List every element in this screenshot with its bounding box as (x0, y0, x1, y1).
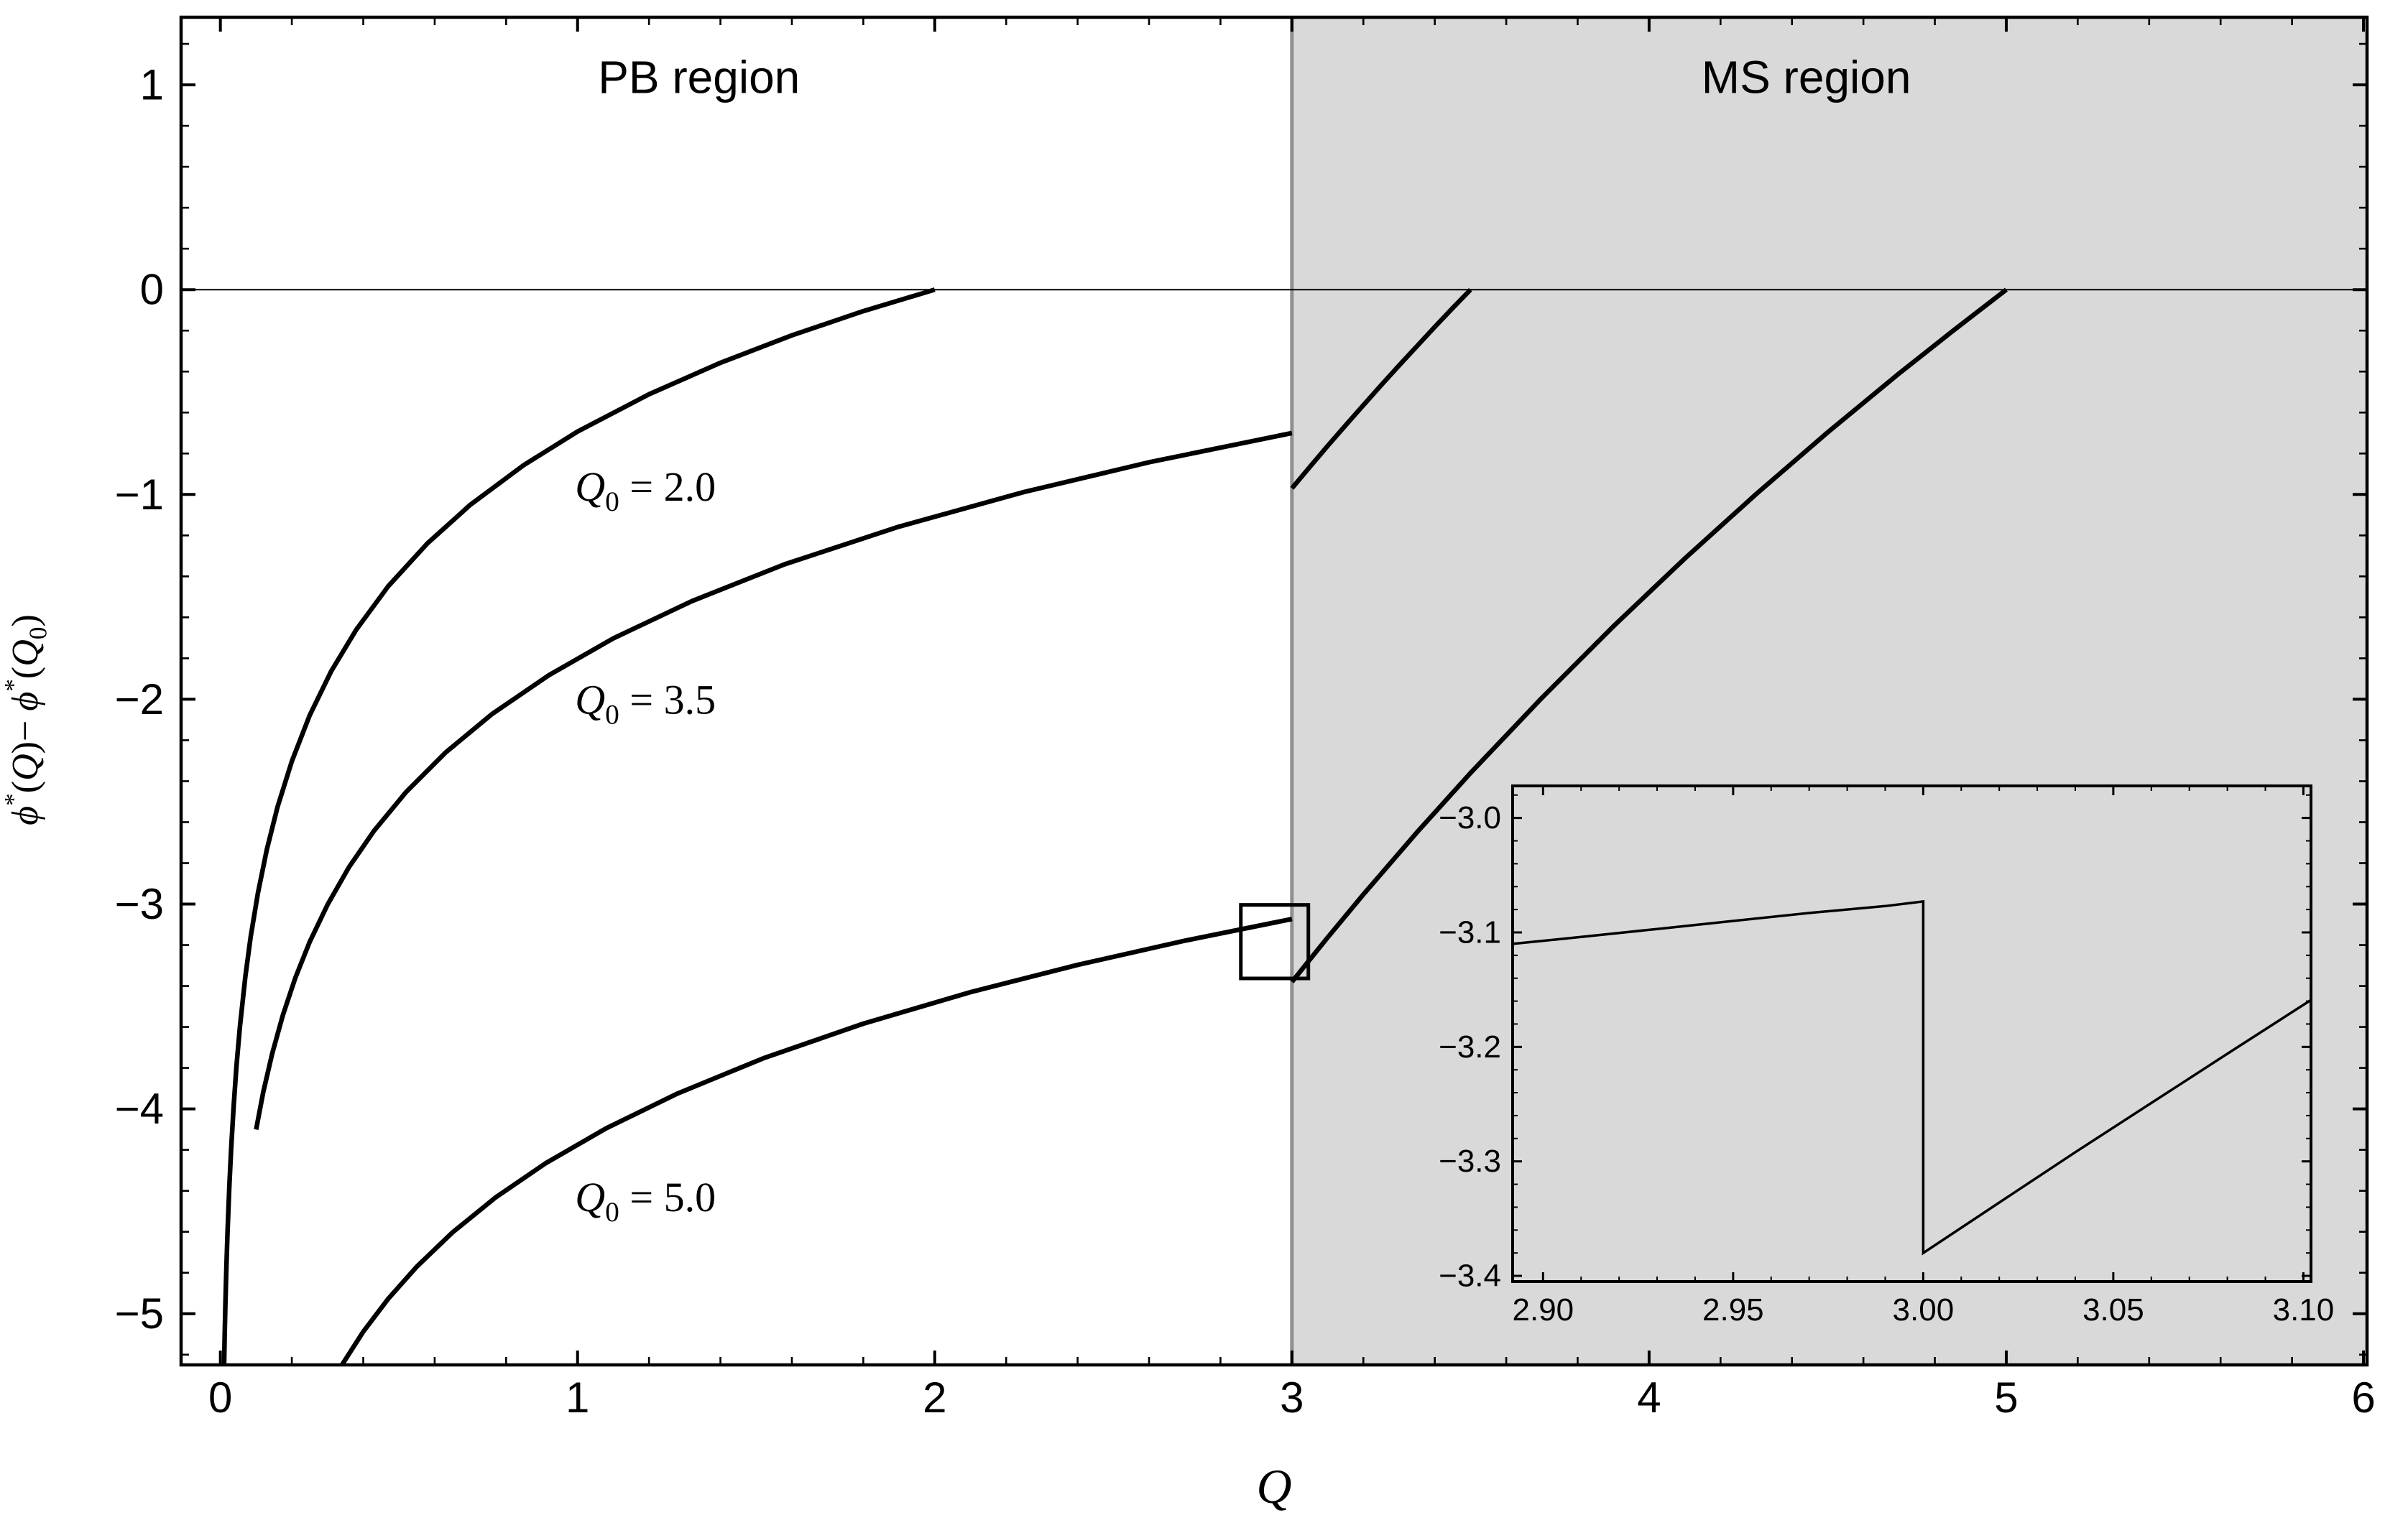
inset-curve-group (1513, 899, 2311, 1256)
label-part: = 3.5 (619, 676, 716, 723)
inset-frame (1511, 784, 2312, 1283)
main-y-tick-label: −1 (115, 471, 164, 519)
inset-x-tick-label: 2.95 (1702, 1292, 1764, 1328)
main-frame (179, 15, 2369, 1367)
curve-label-q0-2.0: Q0 = 2.0 (575, 463, 716, 517)
main-y-tick-label: −2 (115, 675, 164, 723)
inset-y-tick-label: −3.2 (1439, 1029, 1501, 1065)
main-x-tick-label: 0 (208, 1374, 232, 1422)
main-x-tick-label: 3 (1280, 1374, 1304, 1422)
label-part: * (0, 679, 27, 692)
main-y-tick-label: −4 (115, 1085, 164, 1133)
region-label-pb: PB region (598, 51, 800, 103)
label-part: Q (1256, 1459, 1291, 1514)
main-axes: 0 1 2 3 4 5 6 1 0 −1 −2 −3 −4 −5 (115, 15, 2376, 1422)
curve-q0-2.0-pb (221, 287, 936, 1365)
inset-background (1513, 786, 2311, 1282)
label-part: ( (5, 667, 46, 679)
inset-axes: 2.90 2.95 3.00 3.05 3.10 −3.0 −3.1 −3.2 −3.3 −3.4 (1439, 784, 2335, 1328)
inset-y-tick-label: −3.3 (1439, 1144, 1501, 1179)
main-x-tick-label: 2 (923, 1374, 946, 1422)
inset-y-tick-label: −3.4 (1439, 1259, 1501, 1294)
label-part: = 5.0 (619, 1174, 716, 1221)
zoom-source-rect (1239, 903, 1311, 981)
inset-x-tick-label: 3.05 (2082, 1292, 2144, 1328)
curve-q0-3.5-ms (1290, 287, 1472, 490)
main-x-tick-label: 4 (1637, 1374, 1661, 1422)
label-part: Q (575, 463, 605, 510)
main-y-tick-label: −5 (115, 1289, 164, 1338)
inset-y-tick-label: −3.0 (1439, 800, 1501, 835)
inset-x-tick-label: 2.90 (1513, 1292, 1574, 1328)
curve-label-q0-5.0: Q0 = 5.0 (575, 1174, 716, 1228)
curve-q0-5.0-ms (1290, 287, 2008, 983)
x-axis-label: Q (1256, 1459, 1291, 1514)
label-part: ϕ (5, 806, 46, 825)
curve-label-q0-3.5: Q0 = 3.5 (575, 676, 716, 730)
curve-q0-3.5-pb (254, 430, 1293, 1131)
main-y-tick-label: 0 (140, 266, 164, 314)
inset-x-tick-label: 3.00 (1893, 1292, 1955, 1328)
region-pb (181, 17, 1292, 1365)
label-part: 0 (605, 486, 619, 517)
label-part: ) (5, 614, 46, 626)
label-part: 0 (605, 1196, 619, 1228)
label-part: Q (575, 1174, 605, 1221)
label-part: ( (5, 781, 46, 793)
label-part: = 2.0 (619, 463, 716, 510)
region-label-ms: MS region (1702, 51, 1911, 103)
main-y-tick-label: −3 (115, 880, 164, 928)
main-x-tick-label: 1 (566, 1374, 589, 1422)
inset-curve (1513, 899, 2311, 1256)
label-part: 0 (23, 626, 52, 639)
label-part: Q (575, 676, 605, 723)
main-y-tick-label: 1 (140, 61, 164, 109)
label-part: )− (5, 711, 46, 754)
label-part: * (0, 793, 27, 806)
label-part: Q (5, 754, 46, 781)
label-part: 0 (605, 698, 619, 730)
label-part: Q (5, 639, 46, 667)
label-part: ϕ (5, 692, 46, 711)
series-group (221, 287, 2008, 1365)
inset-x-tick-label: 3.10 (2273, 1292, 2335, 1328)
y-axis-label: ϕ*(Q)− ϕ*(Q0) (0, 614, 52, 825)
main-x-tick-label: 5 (1994, 1374, 2018, 1422)
main-x-tick-label: 6 (2351, 1374, 2375, 1422)
curve-q0-5.0-pb (339, 917, 1293, 1365)
inset-y-tick-label: −3.1 (1439, 914, 1501, 950)
